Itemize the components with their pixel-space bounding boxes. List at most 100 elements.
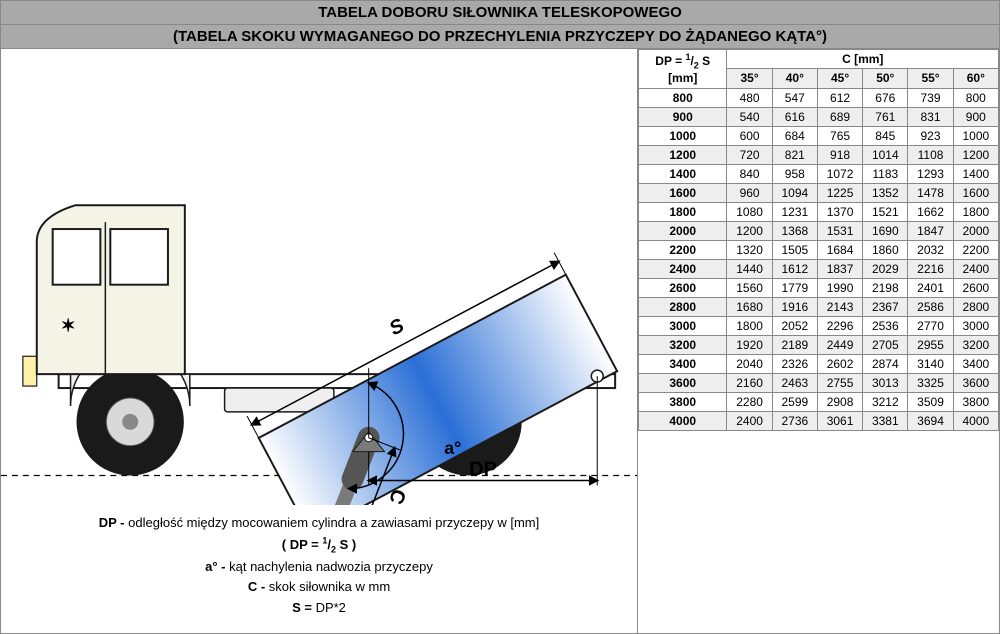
table-cell: 845 [863,126,908,145]
svg-text:a°: a° [444,438,461,458]
table-cell: 2602 [817,355,862,374]
table-cell: 547 [772,88,817,107]
legend-a-bold: a° - [205,559,225,574]
table-cell: 960 [727,183,772,202]
table-cell: 2280 [727,393,772,412]
table-cell: 600 [727,126,772,145]
table-cell: 480 [727,88,772,107]
table-cell: 2705 [863,335,908,354]
table-cell: 1531 [817,221,862,240]
table-cell: 2032 [908,240,953,259]
table-cell: 1800 [953,202,998,221]
table-cell: 765 [817,126,862,145]
table-cell: 1800 [727,316,772,335]
table-cell: 540 [727,107,772,126]
table-cell: 3000 [953,316,998,335]
table-cell: 2367 [863,297,908,316]
table-cell: 2198 [863,278,908,297]
legend-a-txt: kąt nachylenia nadwozia przyczepy [229,559,433,574]
table-cell: 1680 [727,297,772,316]
row-header: 1400 [639,164,727,183]
table-cell: 1860 [863,240,908,259]
row-header: 4000 [639,412,727,431]
table-cell: 612 [817,88,862,107]
col-header-angle: 50° [863,69,908,88]
table-cell: 1183 [863,164,908,183]
row-header: 1000 [639,126,727,145]
title-line-2: (TABELA SKOKU WYMAGANEGO DO PRZECHYLENIA… [1,25,999,49]
table-cell: 840 [727,164,772,183]
table-cell: 684 [772,126,817,145]
svg-text:✶: ✶ [61,315,76,335]
table-cell: 1231 [772,202,817,221]
table-cell: 2463 [772,374,817,393]
table-cell: 1400 [953,164,998,183]
row-header: 2800 [639,297,727,316]
table-cell: 2600 [953,278,998,297]
table-cell: 1368 [772,221,817,240]
table-cell: 3013 [863,374,908,393]
table-cell: 1200 [953,145,998,164]
table-cell: 2143 [817,297,862,316]
table-cell: 3600 [953,374,998,393]
table-cell: 1293 [908,164,953,183]
table-cell: 1108 [908,145,953,164]
col-header-angle: 40° [772,69,817,88]
table-cell: 2160 [727,374,772,393]
table-cell: 739 [908,88,953,107]
table-cell: 3325 [908,374,953,393]
table-cell: 1662 [908,202,953,221]
table-cell: 2755 [817,374,862,393]
table-cell: 1352 [863,183,908,202]
stroke-table: DP = 1/2 S[mm]C [mm]35°40°45°50°55°60°80… [638,49,999,431]
row-header: 3800 [639,393,727,412]
table-cell: 1521 [863,202,908,221]
table-cell: 1370 [817,202,862,221]
table-cell: 1014 [863,145,908,164]
table-cell: 2296 [817,316,862,335]
table-cell: 1320 [727,240,772,259]
table-cell: 1072 [817,164,862,183]
table-cell: 1505 [772,240,817,259]
table-cell: 2189 [772,335,817,354]
table-cell: 918 [817,145,862,164]
table-cell: 3061 [817,412,862,431]
table-cell: 689 [817,107,862,126]
table-cell: 2599 [772,393,817,412]
table-cell: 2800 [953,297,998,316]
table-cell: 1690 [863,221,908,240]
row-header: 3000 [639,316,727,335]
row-header: 2400 [639,259,727,278]
table-cell: 676 [863,88,908,107]
table-cell: 2052 [772,316,817,335]
table-cell: 2200 [953,240,998,259]
table-cell: 720 [727,145,772,164]
title-line-1: TABELA DOBORU SIŁOWNIKA TELESKOPOWEGO [1,1,999,25]
legend-c-bold: C - [248,579,265,594]
table-cell: 1440 [727,259,772,278]
table-cell: 2326 [772,355,817,374]
legend-dp-txt: odległość między mocowaniem cylindra a z… [128,515,539,530]
table-cell: 3212 [863,393,908,412]
table-cell: 3694 [908,412,953,431]
col-header-angle: 55° [908,69,953,88]
table-cell: 1779 [772,278,817,297]
table-cell: 2400 [727,412,772,431]
table-cell: 1990 [817,278,862,297]
table-cell: 831 [908,107,953,126]
col-header-c: C [mm] [727,50,999,69]
table-cell: 1225 [817,183,862,202]
svg-text:S: S [386,314,409,340]
table-cell: 3381 [863,412,908,431]
col-header-angle: 60° [953,69,998,88]
table-cell: 2536 [863,316,908,335]
table-cell: 1600 [953,183,998,202]
table-cell: 2401 [908,278,953,297]
table-cell: 2449 [817,335,862,354]
svg-text:DP: DP [469,459,497,481]
row-header: 2200 [639,240,727,259]
table-cell: 958 [772,164,817,183]
table-cell: 1684 [817,240,862,259]
table-cell: 3509 [908,393,953,412]
table-cell: 2216 [908,259,953,278]
